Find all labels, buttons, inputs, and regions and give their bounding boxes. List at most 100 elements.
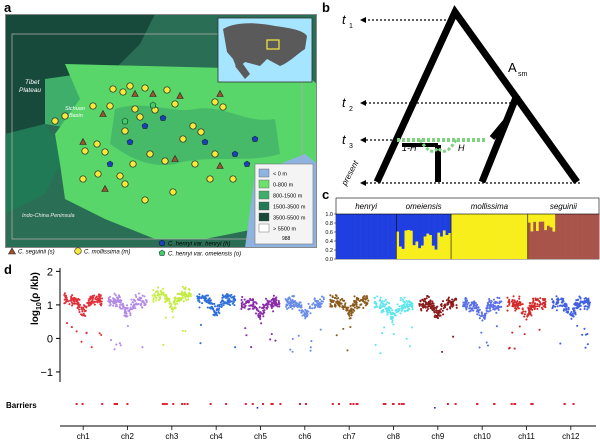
inset-landmass-south bbox=[235, 64, 250, 79]
structure-bar-segment bbox=[377, 214, 381, 259]
tree-panel: t 1 t 2 t 3 present A sm 1-H H bbox=[339, 5, 580, 188]
rho-point bbox=[213, 302, 216, 305]
rho-point bbox=[269, 303, 272, 306]
rho-point bbox=[201, 302, 204, 305]
rho-point bbox=[359, 303, 362, 307]
rho-point bbox=[318, 306, 321, 309]
rho-point bbox=[183, 292, 186, 295]
barrier-marker bbox=[352, 403, 355, 405]
rho-point bbox=[538, 303, 541, 306]
rho-point bbox=[100, 333, 103, 337]
structure-bar-segment bbox=[390, 214, 394, 259]
rho-point bbox=[487, 310, 490, 313]
rho-point bbox=[553, 305, 557, 308]
rho-point bbox=[388, 302, 391, 305]
rho-point bbox=[489, 304, 492, 307]
structure-y-axis: 1.0 0.8 0.6 0.4 0.2 0.0 bbox=[325, 212, 336, 262]
rho-point bbox=[291, 295, 294, 298]
rho-point bbox=[478, 317, 481, 320]
t2-arrowhead bbox=[360, 100, 366, 106]
scale-label: 988 bbox=[282, 236, 291, 242]
panel-label-b: b bbox=[322, 0, 330, 15]
structure-panel: 1.0 0.8 0.6 0.4 0.2 0.0 henryi omeiensis mollis… bbox=[325, 197, 600, 262]
rho-point bbox=[374, 343, 377, 347]
rho-point bbox=[350, 309, 353, 313]
rho-point bbox=[182, 300, 185, 303]
rho-point bbox=[574, 311, 577, 314]
elevation-swatch bbox=[258, 201, 270, 211]
rho-point bbox=[564, 308, 568, 312]
rho-point bbox=[451, 298, 454, 301]
barrier-marker bbox=[271, 403, 274, 405]
rho-point bbox=[402, 300, 405, 303]
structure-bar-segment bbox=[426, 214, 430, 234]
rho-point bbox=[250, 299, 253, 302]
rho-point bbox=[81, 310, 84, 313]
rho-point bbox=[513, 347, 516, 350]
rho-point bbox=[164, 300, 167, 303]
barrier-marker bbox=[101, 403, 104, 405]
rho-point bbox=[342, 327, 345, 330]
rho-point bbox=[211, 302, 214, 305]
rho-point bbox=[529, 305, 532, 308]
rho-point bbox=[486, 302, 489, 305]
elevation-label: 1500-3500 m bbox=[273, 205, 306, 211]
barrier-marker bbox=[279, 403, 282, 405]
rho-point bbox=[583, 307, 586, 310]
structure-bar-segment bbox=[544, 214, 548, 231]
rho-point bbox=[101, 297, 104, 300]
mollissima-site-marker bbox=[169, 188, 177, 196]
rho-point bbox=[172, 300, 176, 303]
rho-point bbox=[380, 306, 383, 309]
y-tick-label: −1 bbox=[40, 367, 53, 379]
rho-point bbox=[332, 300, 335, 303]
time-axis bbox=[360, 17, 580, 186]
rho-point bbox=[177, 299, 180, 302]
structure-bar-segment bbox=[527, 214, 531, 223]
barrier-marker bbox=[338, 403, 341, 405]
rho-point bbox=[351, 304, 355, 307]
y-tick-label: 0.0 bbox=[325, 257, 333, 262]
rho-point bbox=[154, 299, 157, 302]
rho-point bbox=[487, 303, 490, 306]
rho-point bbox=[289, 348, 292, 351]
rho-point bbox=[411, 308, 414, 311]
rho-point bbox=[118, 294, 121, 297]
rho-point bbox=[392, 323, 395, 326]
rho-point bbox=[560, 298, 563, 301]
rho-point bbox=[403, 296, 406, 299]
rho-point bbox=[429, 307, 432, 310]
structure-bar-segment bbox=[557, 214, 561, 259]
rho-point bbox=[119, 344, 122, 347]
rho-point bbox=[523, 315, 526, 318]
t3-arrowhead bbox=[360, 137, 366, 143]
rho-point bbox=[71, 294, 74, 297]
rho-point bbox=[168, 300, 171, 303]
rho-point bbox=[108, 304, 111, 307]
rho-point bbox=[157, 292, 160, 295]
mid-elevation-zone bbox=[5, 124, 65, 214]
rho-point bbox=[152, 289, 155, 292]
chromosome-label: ch7 bbox=[343, 432, 356, 441]
rho-point bbox=[338, 303, 341, 306]
structure-bars bbox=[335, 197, 600, 260]
sichuan-label: Sichuan bbox=[65, 106, 85, 112]
barrier-marker-blue bbox=[434, 407, 436, 409]
rho-point bbox=[539, 297, 542, 300]
structure-bar-segment bbox=[568, 214, 572, 259]
rho-point bbox=[220, 300, 223, 303]
rho-point bbox=[158, 293, 161, 296]
rho-point bbox=[113, 348, 116, 351]
henryi-site-marker bbox=[243, 160, 251, 167]
rho-point bbox=[173, 302, 176, 305]
rho-point bbox=[136, 303, 139, 306]
rho-point bbox=[356, 297, 359, 300]
structure-bar-segment bbox=[566, 214, 570, 259]
rho-point bbox=[344, 302, 347, 305]
rho-point bbox=[429, 299, 432, 302]
structure-bar-segment bbox=[418, 214, 422, 249]
rho-point bbox=[131, 305, 135, 308]
rho-point bbox=[134, 307, 137, 310]
rho-point bbox=[116, 296, 119, 299]
rho-point bbox=[552, 304, 555, 307]
